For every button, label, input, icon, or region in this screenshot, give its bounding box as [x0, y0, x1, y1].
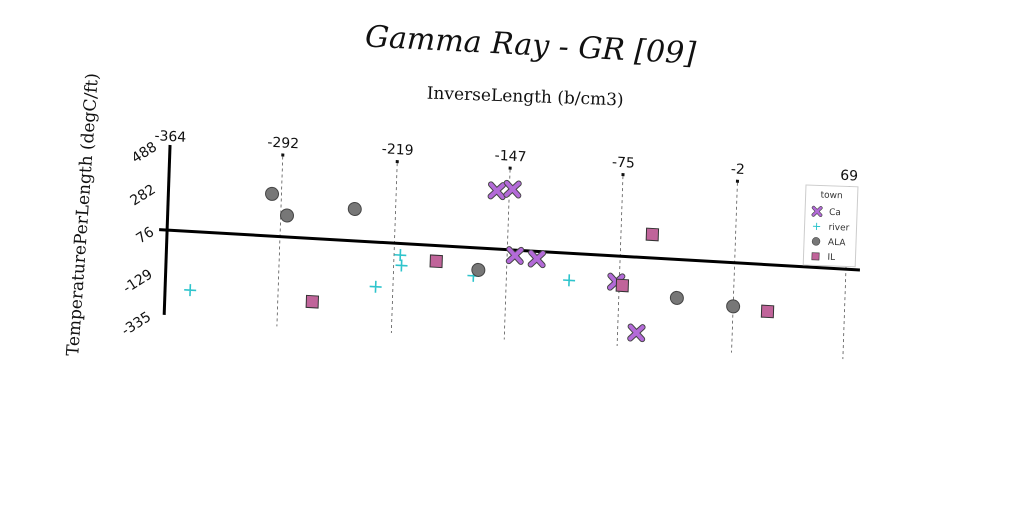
legend-entry: Ca	[829, 208, 841, 218]
series-il	[305, 227, 775, 319]
legend-marker	[811, 252, 820, 261]
chart-title: Gamma Ray - GR [09]	[364, 19, 697, 71]
data-point	[184, 284, 197, 297]
x-tick-mark	[395, 160, 399, 164]
data-point	[760, 304, 775, 319]
x-tick-mark	[621, 173, 625, 177]
data-point	[505, 246, 525, 265]
legend-entry: IL	[827, 253, 835, 263]
x-tick-mark	[508, 166, 512, 170]
legend-marker	[811, 237, 821, 246]
x-tick-label: -219	[382, 141, 414, 159]
x-axis-label: InverseLength (b/cm3)	[426, 84, 624, 111]
grid-line	[503, 169, 511, 340]
data-point	[487, 181, 506, 201]
x-tick-label: -147	[494, 148, 526, 166]
series-ala	[265, 186, 741, 314]
data-point	[669, 290, 684, 305]
data-point	[615, 278, 630, 293]
legend-frame	[802, 184, 859, 268]
legend-box: town Ca river ALA IL	[802, 184, 859, 268]
data-point	[347, 202, 362, 217]
legend-title: town	[820, 191, 842, 202]
legend-entry: ALA	[828, 238, 847, 249]
grid-line	[616, 176, 624, 347]
data-point	[627, 323, 646, 343]
legend: town Ca river ALA IL	[802, 184, 859, 268]
y-axis-label: TemperaturePerLength (degC/ft)	[63, 73, 103, 357]
legend-entry: river	[828, 223, 849, 234]
series-ca	[487, 179, 646, 343]
legend-marker	[811, 205, 823, 217]
data-point	[471, 262, 486, 277]
data-point	[305, 294, 320, 309]
grid-line	[842, 189, 850, 360]
x-tick-label: -75	[612, 154, 635, 171]
grid-line	[390, 163, 398, 334]
data-point	[563, 274, 576, 287]
data-marks	[184, 179, 775, 343]
data-point	[369, 280, 382, 293]
legend-marker	[812, 222, 821, 231]
data-point	[265, 186, 280, 201]
data-point	[503, 179, 522, 199]
x-tick-label: 69	[840, 168, 858, 185]
data-point	[645, 227, 660, 242]
x-tick-label: -292	[267, 135, 299, 153]
y-tick-label: 282	[128, 182, 159, 210]
y-tick-label: -335	[119, 309, 154, 339]
grid-line	[276, 156, 284, 327]
data-point	[726, 299, 741, 314]
data-point	[429, 254, 443, 269]
data-point	[280, 208, 294, 223]
chart-labels: Gamma Ray - GR [09] InverseLength (b/cm3)…	[63, 19, 697, 356]
grid-line	[731, 182, 738, 353]
x-tick-mark	[735, 179, 740, 183]
data-point	[394, 249, 407, 262]
data-point	[395, 259, 408, 272]
y-tick-label: -129	[120, 266, 155, 296]
x-tick-label: -2	[731, 161, 745, 178]
x-tick-mark	[281, 153, 285, 157]
x-tick-label: -364	[154, 128, 186, 146]
grid-lines	[276, 153, 851, 360]
data-point	[527, 249, 547, 269]
y-tick-label: 76	[134, 224, 158, 247]
